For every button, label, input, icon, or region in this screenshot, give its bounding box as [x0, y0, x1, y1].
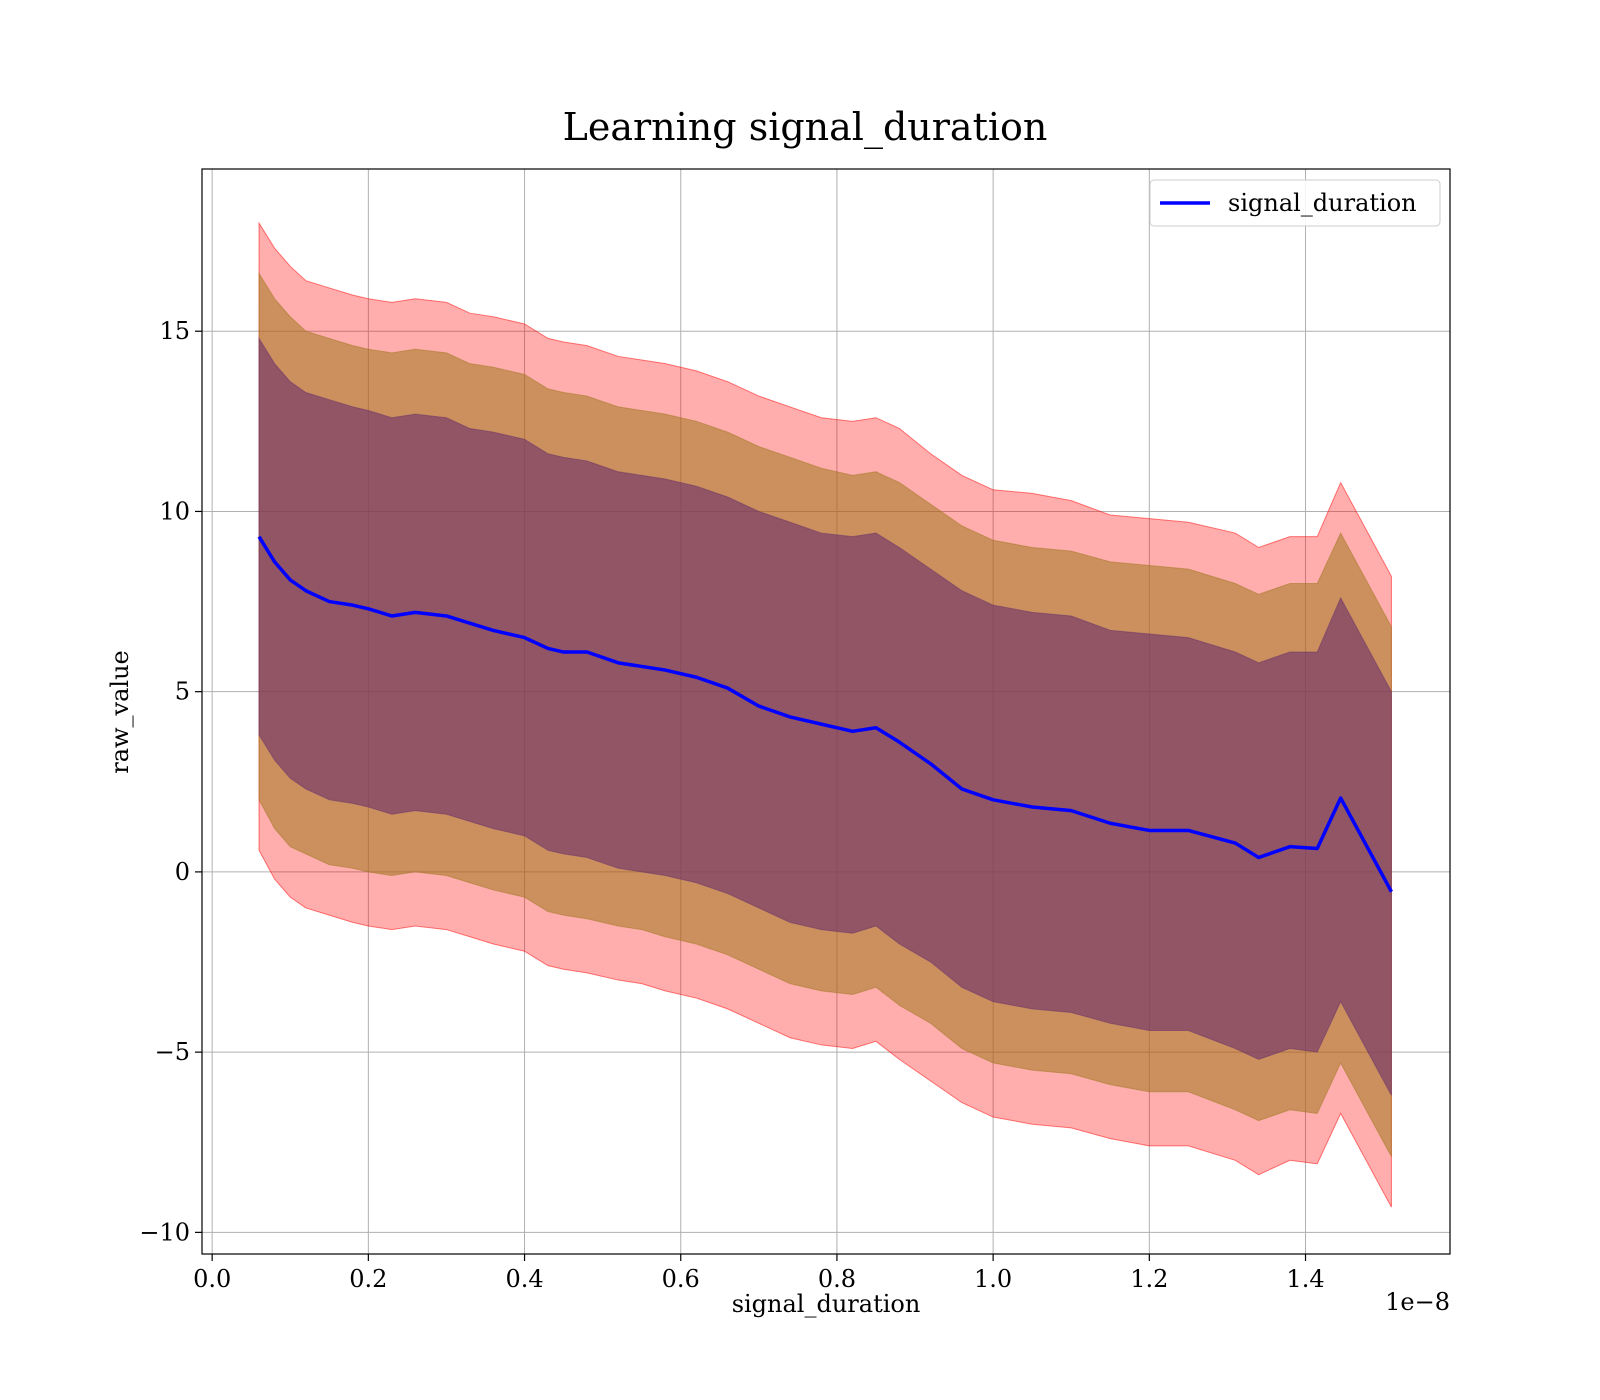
x-axis-label: signal_duration — [732, 1290, 921, 1318]
y-axis-ticks: −10 −5 0 5 10 15 — [139, 317, 202, 1246]
x-tick-label: 0.2 — [349, 1265, 387, 1293]
y-tick-label: 5 — [175, 678, 190, 706]
y-tick-label: −10 — [139, 1218, 190, 1246]
legend-box — [1149, 179, 1441, 227]
x-axis-offset-label: 1e−8 — [1385, 1288, 1450, 1316]
chart-title: Learning signal_duration — [563, 105, 1048, 150]
x-tick-label: 0.8 — [818, 1265, 856, 1293]
series-lines — [257, 535, 1393, 893]
y-tick-label: −5 — [155, 1038, 190, 1066]
plot-area — [201, 168, 1451, 1255]
band-inner — [258, 336, 1392, 1096]
x-tick-label: 0.6 — [662, 1265, 700, 1293]
y-axis-label: raw_value — [106, 650, 134, 774]
x-tick-label: 1.4 — [1286, 1265, 1324, 1293]
x-axis-ticks: 0.0 0.2 0.4 0.6 0.8 1.0 1.2 1.4 — [193, 1254, 1325, 1293]
legend: signal_duration — [1149, 179, 1441, 227]
y-tick-label: 0 — [175, 858, 190, 886]
y-tick-label: 15 — [159, 317, 190, 345]
confidence-bands — [258, 221, 1392, 1208]
series-line-signal-duration — [257, 535, 1393, 893]
plot-frame — [201, 168, 1451, 1255]
y-tick-label: 10 — [159, 497, 190, 525]
legend-label-signal-duration: signal_duration — [1228, 189, 1417, 217]
x-tick-label: 1.2 — [1130, 1265, 1168, 1293]
x-tick-label: 0.0 — [193, 1265, 231, 1293]
x-tick-label: 0.4 — [505, 1265, 543, 1293]
x-tick-label: 1.0 — [974, 1265, 1012, 1293]
